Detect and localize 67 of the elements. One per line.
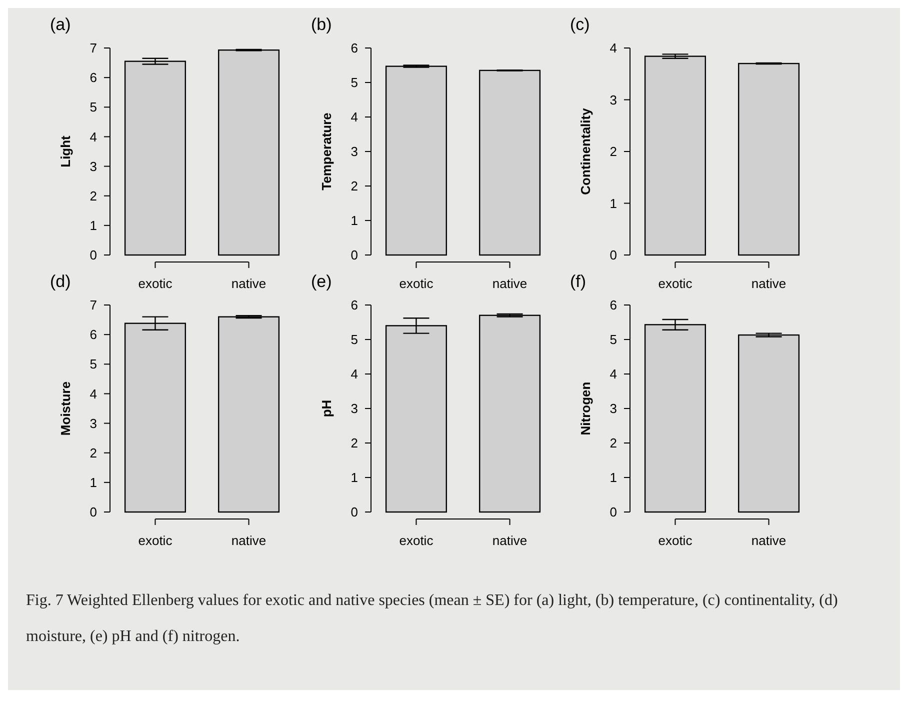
y-tick-label: 2 — [90, 445, 97, 460]
x-tick-label: native — [492, 276, 528, 291]
chart-title: (a) — [50, 15, 71, 34]
y-tick-label: 1 — [610, 196, 617, 211]
y-axis-title: pH — [319, 400, 334, 418]
y-tick-label: 0 — [90, 504, 97, 520]
y-tick-label: 2 — [350, 436, 358, 451]
x-tick-label: exotic — [658, 533, 693, 548]
y-tick-label: 0 — [610, 504, 617, 520]
y-tick-label: 6 — [350, 298, 358, 313]
y-tick-label: 1 — [90, 218, 97, 233]
y-axis-title: Temperature — [319, 112, 334, 190]
y-tick-label: 4 — [350, 366, 358, 382]
y-tick-label: 1 — [90, 474, 97, 490]
x-tick-label: native — [751, 533, 786, 548]
x-tick-label: exotic — [399, 276, 434, 291]
x-tick-label: exotic — [399, 533, 434, 548]
y-tick-label: 5 — [90, 100, 97, 115]
x-tick-label: native — [751, 276, 786, 291]
y-tick-label: 2 — [610, 144, 617, 160]
y-tick-label: 1 — [610, 470, 617, 486]
y-tick-label: 6 — [610, 298, 617, 313]
x-tick-label: native — [231, 276, 266, 291]
y-tick-label: 0 — [610, 248, 617, 263]
y-tick-label: 3 — [610, 92, 617, 108]
x-tick-label: native — [492, 533, 528, 548]
y-axis-title: Nitrogen — [578, 382, 593, 436]
chart-title: (b) — [311, 15, 332, 34]
y-tick-label: 5 — [90, 356, 97, 372]
y-tick-label: 5 — [350, 332, 358, 348]
y-axis-title: Continentality — [578, 107, 593, 195]
x-tick-label: native — [231, 533, 266, 548]
y-tick-label: 3 — [90, 416, 97, 431]
y-tick-label: 0 — [350, 248, 358, 263]
x-tick-label: exotic — [138, 276, 173, 291]
y-tick-label: 3 — [610, 401, 617, 416]
y-tick-label: 3 — [350, 144, 358, 160]
y-tick-label: 4 — [90, 129, 97, 144]
y-tick-label: 2 — [90, 188, 97, 204]
caption: Fig. 7 Weighted Ellenberg values for exotic and native species (mean ± SE) for (a) light, (b) temperature, (c) continentality, (d) moisture, (e) pH and (f) nitrogen. — [26, 591, 839, 647]
y-tick-label: 5 — [350, 75, 358, 90]
y-tick-label: 1 — [350, 213, 358, 228]
y-tick-label: 4 — [610, 40, 617, 56]
x-tick-label: exotic — [658, 276, 693, 291]
y-tick-label: 0 — [350, 504, 358, 520]
chart-title: (e) — [311, 272, 332, 291]
y-tick-label: 0 — [90, 248, 97, 263]
y-axis-title: Moisture — [58, 381, 73, 436]
y-tick-label: 4 — [90, 386, 97, 402]
y-tick-label: 7 — [90, 298, 97, 313]
y-tick-label: 6 — [90, 327, 97, 342]
y-tick-label: 3 — [90, 158, 97, 174]
y-tick-label: 3 — [350, 401, 358, 416]
y-tick-label: 5 — [610, 332, 617, 348]
y-tick-label: 2 — [610, 436, 617, 451]
chart-title: (d) — [50, 272, 71, 291]
y-tick-label: 4 — [610, 366, 617, 382]
y-tick-label: 7 — [90, 40, 97, 56]
chart-title: (c) — [570, 15, 590, 34]
y-tick-label: 6 — [350, 40, 358, 56]
y-tick-label: 1 — [350, 470, 358, 486]
y-axis-title: Light — [58, 134, 73, 168]
y-tick-label: 6 — [90, 70, 97, 86]
y-tick-label: 2 — [350, 178, 358, 194]
chart-title: (f) — [570, 272, 586, 291]
x-tick-label: exotic — [138, 533, 173, 548]
y-tick-label: 4 — [350, 110, 358, 125]
